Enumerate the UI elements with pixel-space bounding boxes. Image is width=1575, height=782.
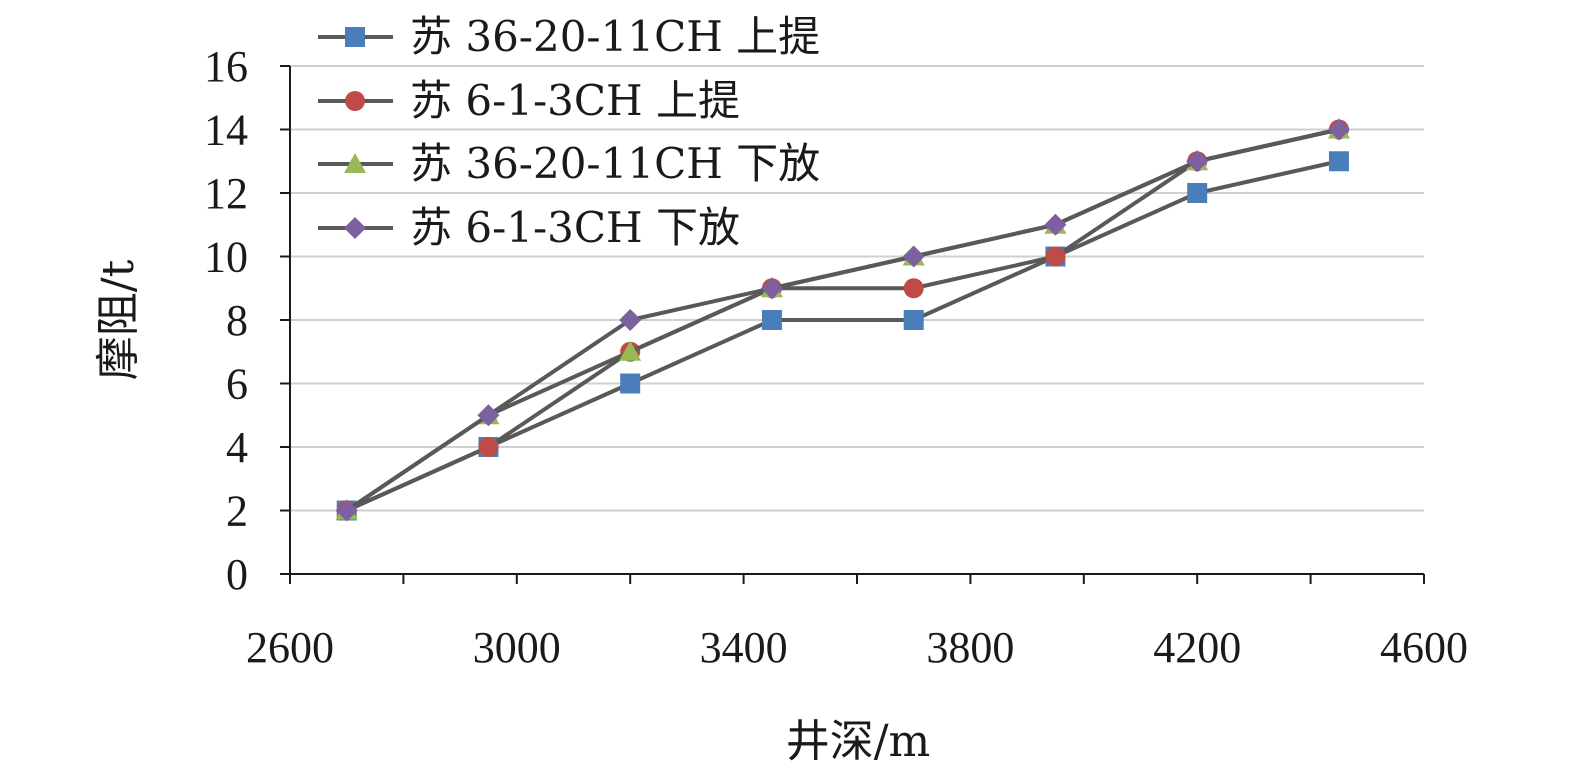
y-tick-label: 2	[226, 487, 248, 536]
y-tick-label: 0	[226, 550, 248, 599]
x-axis-title: 井深/m	[786, 716, 931, 767]
data-point	[1045, 246, 1066, 267]
y-tick-label: 14	[204, 106, 248, 155]
legend-label: 苏 36-20-11CH 上提	[410, 12, 820, 61]
series-4	[335, 118, 1350, 522]
series-line	[345, 127, 1340, 513]
legend-item: 苏 36-20-11CH 下放	[318, 139, 820, 188]
data-point	[1186, 150, 1209, 173]
y-tick-label: 10	[204, 233, 248, 282]
y-tick-label: 8	[226, 296, 248, 345]
data-point	[760, 277, 783, 300]
data-point	[1327, 118, 1350, 141]
data-point	[1328, 151, 1349, 172]
x-tick-label: 3400	[700, 623, 788, 672]
data-point	[902, 245, 925, 268]
series-line	[345, 159, 1340, 513]
legend-label: 苏 6-1-3CH 下放	[410, 203, 740, 252]
data-point	[478, 437, 499, 457]
y-tick-label: 12	[204, 169, 248, 218]
series-line	[345, 127, 1340, 513]
legend-marker	[344, 217, 366, 239]
data-point	[619, 309, 642, 331]
y-tick-label: 4	[226, 423, 248, 472]
data-point	[620, 373, 641, 394]
data-point	[619, 340, 642, 361]
legend-item: 苏 6-1-3CH 上提	[318, 76, 740, 125]
data-point	[335, 499, 358, 522]
y-axis-title: 摩阻/t	[93, 259, 144, 380]
x-tick-label: 4200	[1153, 623, 1241, 672]
axes: 0 2 4 6 8 10 12 14 16 2600 3000 3400 3800 4200 4600	[204, 42, 1468, 672]
legend-marker	[345, 27, 365, 47]
data-point	[903, 310, 924, 330]
data-point	[1044, 213, 1067, 236]
legend-label: 苏 36-20-11CH 下放	[410, 139, 820, 188]
y-tick-label: 6	[226, 360, 248, 409]
data-point	[477, 404, 500, 427]
series-layer	[335, 118, 1350, 522]
legend-label: 苏 6-1-3CH 上提	[410, 76, 740, 125]
x-tick-label: 2600	[246, 623, 334, 672]
x-tick-label: 4600	[1380, 623, 1468, 672]
x-tick-label: 3800	[926, 623, 1014, 672]
legend-marker	[345, 91, 365, 111]
x-tick-label: 3000	[473, 623, 561, 672]
legend-item: 苏 6-1-3CH 下放	[318, 203, 740, 252]
y-tick-label: 16	[204, 42, 248, 91]
data-point	[761, 310, 782, 330]
legend: 苏 36-20-11CH 上提苏 6-1-3CH 上提苏 36-20-11CH …	[318, 12, 820, 252]
data-point	[1187, 183, 1208, 203]
legend-item: 苏 36-20-11CH 上提	[318, 12, 820, 61]
data-point	[903, 278, 924, 299]
legend-marker	[344, 153, 366, 173]
